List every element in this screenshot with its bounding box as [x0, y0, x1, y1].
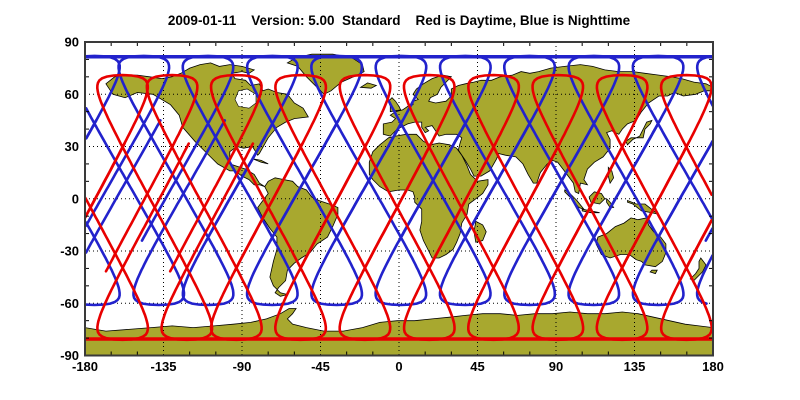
landmass-iceland	[359, 82, 378, 89]
x-tick-label: 90	[549, 359, 563, 374]
satellite-ground-tracks	[85, 54, 713, 342]
y-tick-label: 60	[65, 87, 79, 102]
landmass-antarctica	[85, 308, 713, 356]
landmass-japan	[625, 119, 653, 146]
landmass-cuba	[252, 158, 269, 165]
x-tick-label: 0	[395, 359, 402, 374]
y-axis-tick-labels: 90 60 30 0 -30 -60 -90	[60, 35, 79, 364]
y-tick-label: 30	[65, 139, 79, 154]
landmass-tasmania	[649, 269, 658, 275]
x-tick-label: -135	[150, 359, 176, 374]
y-tick-label: 0	[72, 191, 79, 206]
x-tick-label: 135	[624, 359, 646, 374]
x-tick-label: -45	[311, 359, 330, 374]
landmass-new-zealand	[689, 257, 707, 282]
x-tick-label: -90	[233, 359, 252, 374]
x-axis-tick-labels: -180 -135 -90 -45 0 45 90 135 180	[72, 359, 724, 374]
y-tick-label: -90	[60, 348, 79, 363]
y-tick-label: -30	[60, 244, 79, 259]
y-tick-label: 90	[65, 35, 79, 50]
x-tick-label: 180	[702, 359, 724, 374]
chart-title: 2009-01-11 Version: 5.00 Standard Red is…	[168, 13, 631, 28]
plot-frame	[84, 41, 714, 357]
x-tick-label: -180	[72, 359, 98, 374]
lake-hudson-bay	[234, 88, 257, 109]
x-tick-label: 45	[470, 359, 484, 374]
y-tick-label: -60	[60, 296, 79, 311]
daytime-ascending-tracks	[85, 73, 713, 342]
nighttime-descending-tracks	[85, 54, 713, 307]
landmass-south-america	[257, 177, 339, 297]
